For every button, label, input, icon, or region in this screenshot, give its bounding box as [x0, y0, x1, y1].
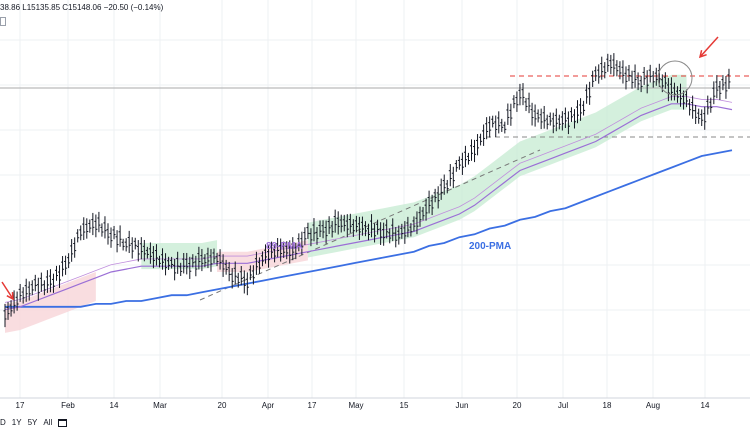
calendar-icon[interactable]	[58, 418, 68, 427]
x-tick-label: 20	[218, 401, 227, 410]
collapse-toggle[interactable]	[0, 17, 6, 26]
ma-200-label: 200-PMA	[469, 241, 511, 252]
trend-line	[199, 149, 541, 301]
x-tick-label: 14	[701, 401, 710, 410]
cloud-bear	[5, 272, 96, 333]
x-tick-label: 17	[16, 401, 25, 410]
x-tick-label: Mar	[153, 401, 167, 410]
x-tick-label: Apr	[262, 401, 275, 410]
x-tick-label: 15	[400, 401, 409, 410]
range-bar: D 1Y 5Y All	[0, 415, 68, 430]
x-tick-label: Jul	[558, 401, 568, 410]
ohlc-legend: 38.86 L15135.85 C15148.06 −20.50 (−0.14%…	[0, 3, 163, 12]
range-button-1y[interactable]: 1Y	[11, 418, 22, 427]
x-tick-label: 17	[308, 401, 317, 410]
x-tick-label: 14	[110, 401, 119, 410]
range-button-all[interactable]: All	[43, 418, 53, 427]
x-tick-label: Jun	[456, 401, 469, 410]
arrow-annotation-left	[1, 281, 14, 300]
range-button-5y[interactable]: 5Y	[27, 418, 38, 427]
ma-89-label: 89-PMA	[266, 241, 303, 252]
ohlc-text: 38.86 L15135.85 C15148.06 −20.50 (−0.14%…	[0, 3, 164, 12]
x-tick-label: 18	[603, 401, 612, 410]
x-tick-label: Aug	[646, 401, 660, 410]
highlight-circle	[657, 60, 693, 96]
arrow-annotation-left-head	[6, 291, 14, 301]
cloud-bull	[141, 240, 218, 270]
arrow-annotation-top	[699, 36, 719, 58]
x-tick-label: Feb	[61, 401, 75, 410]
range-button-d[interactable]: D	[0, 418, 6, 427]
x-tick-label: May	[348, 401, 363, 410]
arrow-annotation-top-head	[698, 50, 707, 59]
x-tick-label: 20	[513, 401, 522, 410]
ma-200-line	[5, 149, 733, 308]
cloud-bull	[307, 74, 687, 258]
